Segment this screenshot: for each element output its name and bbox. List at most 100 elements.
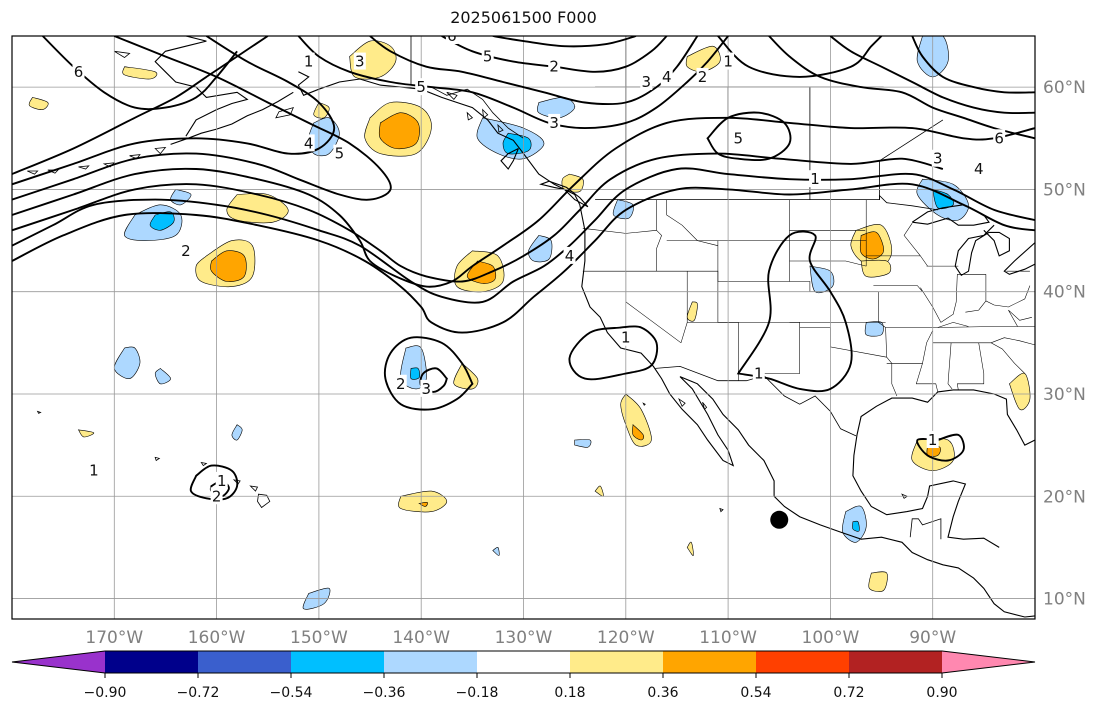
anomaly-fill — [612, 199, 634, 220]
island-outline — [200, 461, 208, 467]
anomaly-fill — [77, 429, 95, 438]
map-title: 2025061500 F000 — [450, 8, 597, 27]
lat-tick-label: 50°N — [1043, 180, 1086, 200]
anomaly-fill — [932, 188, 954, 210]
contour-line — [911, 36, 1035, 94]
colorbar-tick-label: 0.72 — [833, 685, 864, 701]
coastline — [500, 148, 519, 170]
contour-label: 3 — [355, 53, 365, 71]
colorbar-segment — [291, 651, 384, 673]
state-border — [932, 337, 1035, 346]
anomaly-fill — [868, 571, 888, 592]
contour-label-bg — [302, 52, 315, 70]
map-frame — [11, 35, 1036, 620]
anomaly-fill — [574, 439, 592, 448]
colorbar-tick-label: −0.72 — [177, 685, 220, 701]
contour-line — [12, 36, 392, 201]
anomaly-fill — [594, 485, 604, 497]
state-border — [666, 199, 718, 246]
colorbar-tick-label: −0.36 — [363, 685, 406, 701]
location-marker — [770, 510, 789, 529]
contour-label: 3 — [933, 150, 943, 168]
state-border — [956, 342, 985, 390]
colorbar-segment — [942, 651, 1035, 673]
island-outline — [27, 170, 39, 175]
island-outline — [642, 402, 646, 406]
island-outline — [466, 111, 474, 121]
state-border — [656, 199, 662, 272]
contour-line — [12, 36, 336, 186]
anomaly-fill — [149, 211, 175, 231]
contour-line — [297, 36, 729, 130]
coastline — [539, 180, 589, 208]
contour-label: 4 — [565, 247, 575, 265]
contour-label-bg — [210, 487, 223, 505]
contour-label: 2 — [181, 242, 191, 260]
island-outline — [154, 147, 167, 155]
contour-label: 1 — [928, 431, 938, 449]
contour-label: 1 — [89, 462, 99, 480]
island-outline — [129, 154, 141, 160]
state-border — [866, 255, 928, 267]
state-border — [886, 330, 933, 364]
contour-label-bg — [415, 78, 428, 96]
lat-tick-label: 20°N — [1043, 487, 1086, 507]
contour-line — [12, 152, 944, 283]
contour-label-bg — [548, 57, 561, 75]
colorbar-tick-label: 0.90 — [926, 685, 957, 701]
anomaly-fill — [122, 66, 158, 80]
contour-line — [916, 433, 965, 462]
anomaly-fill-layer — [28, 36, 1031, 610]
contour-label: 3 — [422, 380, 432, 398]
colorbar-segment — [12, 651, 105, 673]
contour-label-bg — [660, 67, 673, 85]
anomaly-fill — [860, 259, 892, 278]
contour-label-bg — [696, 67, 709, 85]
contour-label-bg — [87, 461, 100, 479]
state-border — [582, 270, 879, 292]
contour-label-bg — [732, 129, 745, 147]
contour-label-bg — [619, 328, 632, 346]
state-border — [920, 274, 958, 323]
contour-label: 3 — [641, 73, 651, 91]
state-border — [947, 342, 953, 390]
state-border — [878, 291, 898, 397]
island-outline — [154, 456, 161, 462]
state-border — [873, 285, 923, 292]
coastline — [852, 389, 1035, 548]
contour-label-bg — [353, 52, 366, 70]
contour-label: 4 — [304, 134, 314, 152]
contour-label-bg — [215, 471, 228, 489]
contour-line — [12, 116, 1035, 288]
lon-tick-label: 160°W — [188, 628, 246, 648]
anomaly-fill — [620, 393, 652, 447]
state-border — [915, 363, 939, 392]
contour-line — [706, 111, 792, 162]
coastline — [1003, 242, 1035, 275]
colorbar-tick-label: 0.36 — [647, 685, 678, 701]
contour-label: 5 — [483, 47, 493, 65]
state-border — [1008, 309, 1032, 327]
lat-tick-label: 30°N — [1043, 385, 1086, 405]
colorbar-segment — [570, 651, 663, 673]
coastline — [911, 204, 990, 226]
anomaly-fill — [410, 367, 421, 380]
lon-tick-label: 140°W — [392, 628, 450, 648]
lon-tick-label: 130°W — [495, 628, 553, 648]
contour-label-bg — [640, 73, 653, 91]
anomaly-fill — [686, 541, 694, 556]
colorbar-segment — [756, 651, 849, 673]
anomaly-fill — [1009, 372, 1031, 411]
colorbar-segment — [477, 651, 570, 673]
country-border — [410, 84, 524, 139]
colorbar-tick-label: 0.54 — [740, 685, 771, 701]
island-outline — [114, 50, 131, 58]
colorbar-tick-label: −0.54 — [270, 685, 313, 701]
anomaly-fill — [685, 45, 721, 73]
country-border — [655, 365, 857, 437]
contour-label: 3 — [549, 114, 559, 132]
lon-tick-label: 150°W — [290, 628, 348, 648]
island-outline — [719, 507, 724, 513]
colorbar-segment — [105, 651, 198, 673]
